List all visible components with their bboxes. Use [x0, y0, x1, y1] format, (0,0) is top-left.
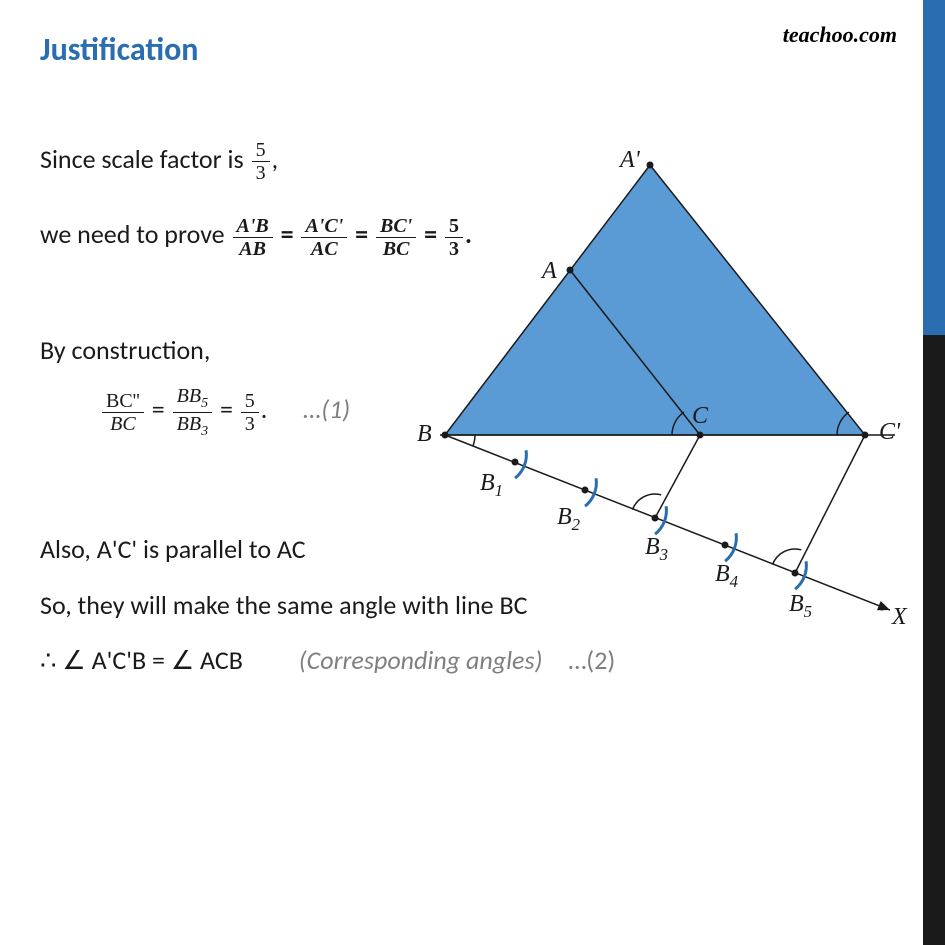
label: B4	[715, 561, 738, 592]
angle-arc-B5	[772, 549, 801, 565]
point-X	[879, 604, 886, 611]
point-Cp	[862, 432, 869, 439]
denominator: BC	[102, 413, 144, 435]
line-construction: By construction,	[40, 330, 470, 372]
numerator: 5	[252, 139, 270, 162]
point-B5	[792, 570, 799, 577]
numerator: A'B	[233, 215, 273, 238]
denominator: 3	[241, 413, 259, 435]
line-scale-factor: Since scale factor is 5 3 ,	[40, 139, 470, 184]
side-stripe-top	[923, 0, 945, 335]
point-B4	[722, 542, 729, 549]
numerator: BB5	[173, 385, 212, 412]
denominator: 3	[252, 162, 270, 184]
line-B3C	[655, 435, 700, 518]
frac-ratio-3: BC' BC	[376, 215, 416, 260]
numerator: 5	[241, 390, 259, 413]
label: A	[542, 258, 557, 285]
denominator: BC	[376, 238, 416, 260]
point-Ap	[647, 162, 654, 169]
numerator: BC'	[376, 215, 416, 238]
section-heading: Justification	[40, 30, 905, 69]
diagram-svg	[420, 160, 920, 660]
angle-equation: ∴ ∠ A'C'B = ∠ ACB	[40, 644, 243, 676]
point-B1	[512, 459, 519, 466]
eq-number-1: …(1)	[303, 393, 350, 425]
geometry-diagram: A'ABCC'B1B2B3B4B5X	[420, 160, 920, 700]
frac-ratio-1: A'B AB	[233, 215, 273, 260]
point-B3	[652, 515, 659, 522]
point-B2	[582, 487, 589, 494]
numerator: BC''	[102, 390, 144, 413]
frac-c1: BC'' BC	[102, 390, 144, 435]
period: .	[261, 393, 268, 425]
label: C	[692, 403, 708, 430]
point-B	[442, 432, 449, 439]
label: C'	[879, 419, 900, 446]
denominator: AC	[301, 238, 347, 260]
text: we need to prove	[40, 218, 231, 250]
text: Since scale factor is	[40, 143, 250, 175]
equals: =	[281, 218, 300, 250]
numerator: A'C'	[301, 215, 347, 238]
text: ,	[272, 143, 279, 175]
angle-arc-B	[473, 435, 475, 446]
line-construction-eq: BC'' BC = BB5 BB3 = 5 3 . …(1)	[100, 385, 470, 439]
label: B1	[480, 470, 503, 501]
triangle-outer	[445, 165, 865, 435]
angle-arc-B3	[632, 494, 661, 510]
equals: =	[220, 393, 239, 425]
point-A	[567, 267, 574, 274]
frac-c2: BB5 BB3	[173, 385, 212, 439]
side-stripe-bottom	[923, 335, 945, 945]
label: B	[417, 421, 432, 448]
page: teachoo.com Justification Since scale fa…	[0, 0, 945, 945]
denominator: AB	[233, 238, 273, 260]
equals: =	[152, 393, 171, 425]
content-column: Since scale factor is 5 3 , we need to p…	[40, 139, 470, 439]
label: B3	[645, 534, 668, 565]
frac-c3: 5 3	[241, 390, 259, 435]
frac-ratio-2: A'C' AC	[301, 215, 347, 260]
frac-scale-factor: 5 3	[252, 139, 270, 184]
brand-logo: teachoo.com	[783, 22, 897, 48]
equals: =	[355, 218, 374, 250]
label: B5	[789, 591, 812, 622]
point-C	[697, 432, 704, 439]
label: B2	[557, 504, 580, 535]
label: A'	[620, 147, 640, 174]
denominator: BB3	[173, 413, 212, 439]
label: X	[892, 604, 907, 631]
line-B5Cprime	[795, 435, 865, 573]
